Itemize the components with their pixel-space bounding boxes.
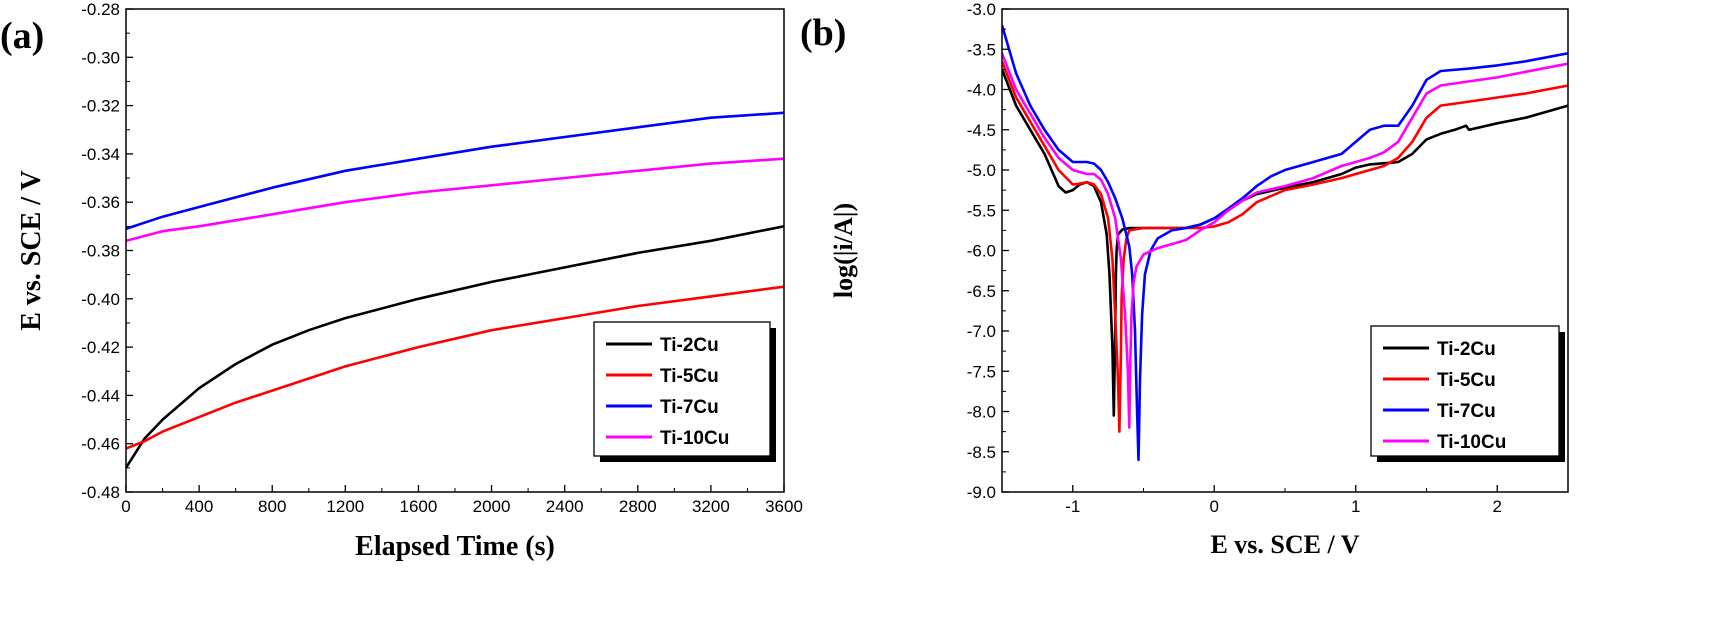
x-tick-label: 1200 (326, 497, 364, 516)
x-tick-label: 400 (185, 497, 213, 516)
y-tick-label: -5.0 (967, 161, 996, 180)
panel-b: -1 0 1 2 -3.0 -3.5 -4.0 -4.5 -5.0 -5.5 -6.0 -6.5 -7.… (800, 0, 1569, 559)
legend-label: Ti-7Cu (1437, 401, 1496, 422)
series-group (1002, 24, 1568, 462)
x-tick-label: 0 (121, 497, 130, 516)
series-line-ti-7cu (126, 111, 784, 231)
legend: Ti-2Cu Ti-5Cu Ti-7Cu Ti-10Cu (593, 321, 776, 462)
y-tick-label: -7.0 (967, 322, 996, 341)
x-tick-label: 3200 (692, 497, 730, 516)
panel-label: (a) (0, 15, 44, 57)
series-line-ti-5cu (1002, 60, 1568, 433)
series-line-ti-10cu (126, 157, 784, 243)
y-tick-label: -5.5 (967, 201, 996, 220)
x-tick-label: 1 (1351, 497, 1360, 516)
y-axis-title: log(|i/A|) (829, 203, 858, 298)
x-tick-label: 1600 (400, 497, 438, 516)
x-tick-label: 2400 (546, 497, 584, 516)
series-line-ti-2cu (126, 225, 784, 469)
y-tick-label: -0.28 (81, 0, 120, 19)
legend-label: Ti-10Cu (660, 428, 729, 449)
x-tick-label: -1 (1065, 497, 1080, 516)
x-tick-label: 2 (1493, 497, 1502, 516)
legend-label: Ti-2Cu (1437, 339, 1496, 360)
y-tick-label: -0.30 (81, 48, 120, 67)
y-tick-label: -0.46 (81, 435, 120, 454)
x-tick-label: 0 (1210, 497, 1219, 516)
legend-label: Ti-5Cu (1437, 370, 1496, 391)
y-tick-label: -8.0 (967, 403, 996, 422)
series-line-ti-10cu (1002, 52, 1568, 429)
y-tick-label: -9.0 (967, 483, 996, 502)
series-line-ti-5cu (126, 285, 784, 450)
y-tick-label: -3.5 (967, 40, 996, 59)
y-tick-label: -0.44 (81, 386, 120, 405)
x-tick-label: 2800 (619, 497, 657, 516)
y-tick-label: -0.36 (81, 193, 120, 212)
legend-label: Ti-7Cu (660, 397, 719, 418)
y-tick-label: -0.42 (81, 338, 120, 357)
y-tick-label: -0.32 (81, 97, 120, 116)
y-tick-label: -0.34 (81, 145, 120, 164)
x-tick-label: 2000 (473, 497, 511, 516)
y-tick-label: -0.48 (81, 483, 120, 502)
y-tick-label: -8.5 (967, 443, 996, 462)
y-tick-label: -0.40 (81, 290, 120, 309)
y-tick-label: -4.0 (967, 81, 996, 100)
x-axis-title: Elapsed Time (s) (355, 531, 555, 562)
y-tick-label: -7.5 (967, 362, 996, 381)
y-tick-label: -3.0 (967, 0, 996, 19)
y-tick-label: -0.38 (81, 242, 120, 261)
y-tick-label: -4.5 (967, 121, 996, 140)
legend-label: Ti-10Cu (1437, 432, 1506, 453)
panel-label: (b) (800, 12, 846, 54)
x-axis-title: E vs. SCE / V (1210, 530, 1359, 559)
y-axis-title: E vs. SCE / V (16, 170, 47, 331)
series-group (126, 111, 784, 469)
y-tick-label: -6.5 (967, 282, 996, 301)
x-tick-label: 800 (258, 497, 286, 516)
y-tick-label: -6.0 (967, 242, 996, 261)
legend: Ti-2Cu Ti-5Cu Ti-7Cu Ti-10Cu (1370, 325, 1565, 462)
legend-label: Ti-2Cu (660, 335, 719, 356)
x-tick-label: 3600 (765, 497, 803, 516)
panel-a: 0 400 800 1200 1600 2000 2400 2800 3200 3600 -0.28… (0, 0, 803, 562)
series-line-ti-7cu (1002, 24, 1568, 462)
legend-label: Ti-5Cu (660, 366, 719, 387)
